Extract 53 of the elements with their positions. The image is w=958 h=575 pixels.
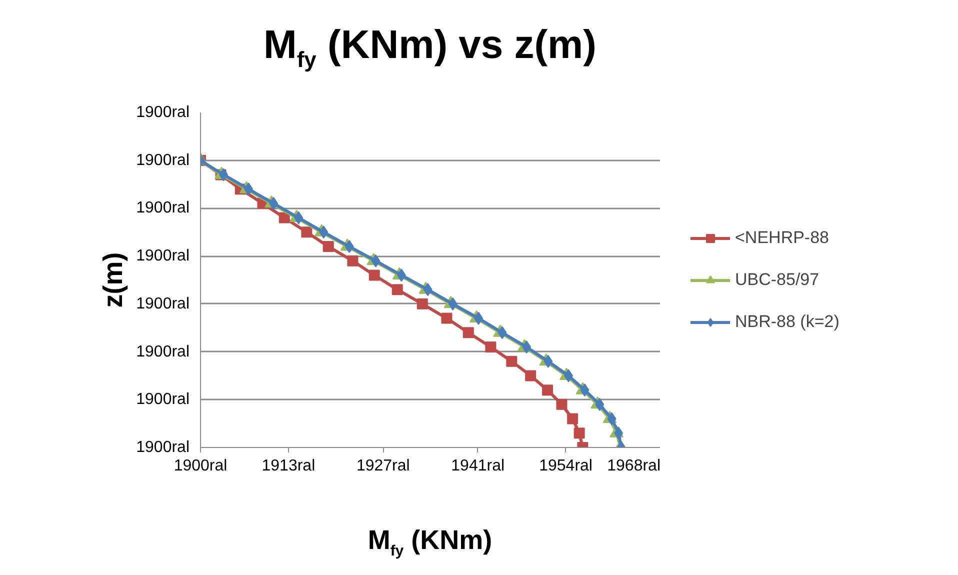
chart-title: M$_{fy}$ (KNm) vs z(m)	[262, 22, 598, 74]
point	[269, 196, 278, 210]
point	[595, 398, 604, 411]
text: 1900ral	[136, 343, 190, 360]
point	[244, 182, 254, 196]
x-axis-title: M$_{fy}$ (KNm)	[366, 524, 494, 562]
point	[525, 370, 536, 382]
point	[278, 212, 290, 224]
point	[574, 428, 585, 439]
point	[506, 356, 518, 367]
point	[607, 412, 616, 426]
x-tick-label: 1913ral	[262, 458, 316, 474]
y-axis-title: z(m)	[98, 252, 128, 308]
point	[344, 240, 354, 253]
point	[416, 298, 428, 310]
point	[441, 312, 452, 324]
point	[580, 384, 590, 397]
text: 1900ral	[136, 391, 190, 408]
point	[542, 384, 554, 396]
point	[485, 342, 496, 352]
point	[423, 283, 432, 296]
legend-label: NBR-88 (k=2)	[735, 312, 840, 332]
x-tick-label: 1954ral	[539, 458, 592, 474]
point	[319, 226, 328, 239]
point	[322, 241, 334, 252]
point	[544, 354, 553, 368]
text: 1900ral	[136, 152, 190, 169]
x-tick-label: 1927ral	[356, 458, 410, 474]
legend-label: <NEHRP-88	[735, 228, 830, 248]
text: 1900ral	[136, 295, 190, 312]
point	[301, 226, 312, 238]
point	[522, 340, 532, 354]
text: 1900ral	[136, 439, 190, 456]
point	[474, 312, 484, 325]
point	[614, 426, 624, 440]
point	[396, 268, 406, 282]
point	[498, 326, 507, 340]
point	[294, 211, 304, 224]
point	[371, 254, 380, 268]
point	[556, 398, 568, 410]
point	[448, 297, 458, 310]
x-tick-label: 1941ral	[451, 458, 505, 474]
point	[368, 270, 380, 281]
text: 1900ral	[136, 200, 190, 217]
point	[462, 327, 474, 338]
legend-label: UBC-85/97	[735, 270, 820, 290]
point	[567, 413, 578, 424]
x-tick-label: 1900ral	[174, 458, 228, 474]
text: 1900ral	[136, 104, 190, 121]
text: 1900ral	[136, 248, 190, 265]
x-tick-label: 1968ral	[607, 458, 660, 474]
point	[392, 284, 403, 296]
point	[347, 255, 358, 266]
